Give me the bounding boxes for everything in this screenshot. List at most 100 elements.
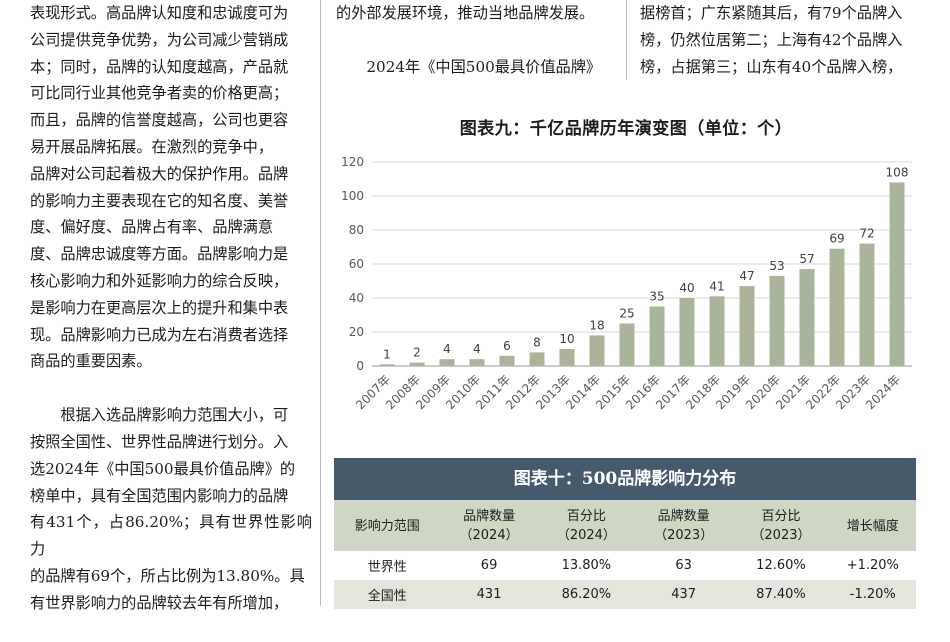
bar xyxy=(829,248,845,366)
text-line: 可比同行业其他竞争者卖的价格更高； xyxy=(30,84,289,103)
right-column-text: 据榜首；广东紧随其后，有79个品牌入 榜，仍然位居第二；上海有42个品牌入 榜，… xyxy=(640,0,922,80)
text-line: 度、品牌忠诚度等方面。品牌影响力是 xyxy=(30,245,289,264)
header-year: （2024） xyxy=(556,528,616,543)
text-line: 易开展品牌拓展。在激烈的竞争中， xyxy=(30,137,273,156)
text-line: 是影响力在更高层次上的提升和集中表 xyxy=(30,298,289,317)
data-label: 8 xyxy=(533,335,541,349)
y-tick-label: 100 xyxy=(341,189,364,203)
table-title: 图表十：500品牌影响力分布 xyxy=(334,458,916,500)
middle-column-text: 的外部发展环境，推动当地品牌发展。 2024年《中国500最具价值品牌》 xyxy=(336,0,608,81)
table-cell: 87.40% xyxy=(756,587,806,602)
bar xyxy=(409,362,425,366)
text-line: 选2024年《中国500最具价值品牌》的 xyxy=(30,459,296,478)
data-label: 10 xyxy=(559,332,574,346)
table-cell: 63 xyxy=(675,558,692,573)
y-tick-label: 20 xyxy=(349,325,364,339)
table-cell: +1.20% xyxy=(846,558,899,573)
text-line: 表现形式。高品牌认知度和忠诚度可为 xyxy=(30,4,289,22)
data-label: 72 xyxy=(859,227,874,241)
influence-table: 影响力范围 品牌数量 （2024） 百分比 （2024） 品牌数量 （2023） 百分… xyxy=(334,500,916,609)
text-line: 有世界影响力的品牌较去年有所增加， xyxy=(30,593,289,612)
paragraph-brand-scope: 根据入选品牌影响力范围大小，可按照全国性、世界性品牌进行划分。入 选2024年《中… xyxy=(30,402,312,616)
bar xyxy=(709,296,725,366)
list-subtitle: 2024年《中国500最具价值品牌》 xyxy=(366,57,602,76)
bar xyxy=(859,243,875,366)
y-tick-label: 80 xyxy=(349,223,364,237)
bar xyxy=(769,275,785,366)
text-line: 按照全国性、世界性品牌进行划分。入 xyxy=(30,432,289,451)
y-tick-label: 60 xyxy=(349,257,364,271)
table-cell: 全国性 xyxy=(367,589,407,604)
text-line: 现。品牌影响力已成为左右消费者选择 xyxy=(30,325,289,344)
text-line: 根据入选品牌影响力范围大小，可 xyxy=(60,406,289,425)
paragraph-gap xyxy=(30,375,312,402)
data-label: 108 xyxy=(886,165,909,179)
header-label: 影响力范围 xyxy=(354,518,420,534)
data-label: 69 xyxy=(829,232,844,246)
header-label: 增长幅度 xyxy=(846,518,899,534)
text-line: 度、偏好度、品牌占有率、品牌满意 xyxy=(30,218,273,237)
table-cell: 437 xyxy=(671,587,697,602)
right-text-line: 据榜首；广东紧随其后，有79个品牌入 xyxy=(640,4,903,22)
header-growth: 增长幅度 xyxy=(830,500,916,551)
bar xyxy=(469,359,485,366)
data-label: 18 xyxy=(589,318,604,332)
paragraph-brand-influence: 表现形式。高品牌认知度和忠诚度可为 公司提供竞争优势，为公司减少营销成 本；同时，品… xyxy=(30,0,312,375)
y-tick-label: 120 xyxy=(341,155,364,169)
data-label: 57 xyxy=(799,252,814,266)
chart-title: 图表九：千亿品牌历年演变图（单位：个） xyxy=(459,119,793,139)
table-cell: 86.20% xyxy=(561,587,612,602)
data-label: 47 xyxy=(739,269,754,283)
data-label: 4 xyxy=(443,342,451,356)
table-cell: -1.20% xyxy=(849,587,896,602)
header-year: （2024） xyxy=(459,528,519,543)
header-label: 品牌数量 xyxy=(463,509,516,524)
text-line: 有431个，占86.20%；具有世界性影响力 xyxy=(30,513,312,559)
bar-chart: 02040608010012012007年22008年42009年42010年6… xyxy=(341,155,912,412)
text-line: 品牌对公司起着极大的保护作用。品牌 xyxy=(30,164,289,183)
data-label: 40 xyxy=(679,281,694,295)
bar xyxy=(499,355,515,366)
table-header-row: 影响力范围 品牌数量 （2024） 百分比 （2024） 品牌数量 （2023） 百分… xyxy=(334,500,916,551)
bar xyxy=(379,364,395,366)
data-label: 6 xyxy=(503,339,511,353)
column-divider-left xyxy=(320,0,321,606)
text-line: 的影响力主要表现在它的知名度、美誉 xyxy=(30,191,289,210)
header-pct-2024: 百分比 （2024） xyxy=(538,500,635,551)
table-cell: 13.80% xyxy=(561,558,612,573)
bar xyxy=(559,349,575,366)
header-year: （2023） xyxy=(654,528,714,543)
data-label: 4 xyxy=(473,342,481,356)
header-year: （2023） xyxy=(751,528,811,543)
y-tick-label: 0 xyxy=(356,359,364,373)
data-label: 35 xyxy=(649,290,664,304)
text-line: 核心影响力和外延影响力的综合反映， xyxy=(30,271,289,290)
table-cell: 431 xyxy=(476,587,502,602)
column-divider-right xyxy=(626,0,627,80)
text-line: 而且，品牌的信誉度越高，公司也更容 xyxy=(30,111,289,130)
header-pct-2023: 百分比 （2023） xyxy=(732,500,829,551)
right-text-line: 榜，占据第三；山东有40个品牌入榜， xyxy=(640,57,903,76)
header-label: 百分比 xyxy=(566,509,606,524)
bar xyxy=(679,298,695,366)
text-line: 榜单中，具有全国范围内影响力的品牌 xyxy=(30,486,289,505)
bar xyxy=(889,182,905,366)
bar xyxy=(799,269,815,366)
header-label: 百分比 xyxy=(761,509,801,524)
header-label: 品牌数量 xyxy=(657,509,710,524)
header-count-2023: 品牌数量 （2023） xyxy=(635,500,732,551)
text-line: 公司提供竞争优势，为公司减少营销成 xyxy=(30,30,289,49)
bar xyxy=(619,323,635,366)
y-tick-label: 40 xyxy=(349,291,364,305)
header-count-2024: 品牌数量 （2024） xyxy=(440,500,537,551)
header-scope: 影响力范围 xyxy=(334,500,440,551)
table-cell: 69 xyxy=(480,558,498,573)
bar xyxy=(589,335,605,366)
bar xyxy=(529,352,545,366)
bar xyxy=(649,306,665,366)
influence-table-panel: 图表十：500品牌影响力分布 影响力范围 品牌数量 （2024） 百分比 （2024… xyxy=(334,458,916,609)
table-cell: 世界性 xyxy=(367,560,407,575)
text-line: 本；同时，品牌的认知度越高，产品就 xyxy=(30,57,289,76)
data-label: 2 xyxy=(413,346,421,360)
right-text-line: 榜，仍然位居第二；上海有42个品牌入 xyxy=(640,30,903,49)
